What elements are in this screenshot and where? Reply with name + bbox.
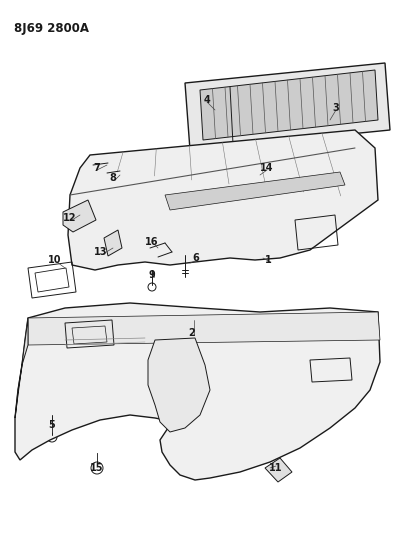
Text: 10: 10 bbox=[48, 255, 62, 265]
Text: 3: 3 bbox=[332, 103, 339, 113]
Text: 2: 2 bbox=[188, 328, 195, 338]
Text: 12: 12 bbox=[63, 213, 77, 223]
Text: 7: 7 bbox=[93, 163, 100, 173]
Circle shape bbox=[101, 170, 107, 176]
Text: 16: 16 bbox=[145, 237, 159, 247]
Polygon shape bbox=[15, 303, 380, 480]
Text: 15: 15 bbox=[90, 463, 104, 473]
Polygon shape bbox=[68, 130, 378, 270]
Text: 4: 4 bbox=[204, 95, 211, 105]
Polygon shape bbox=[185, 63, 390, 150]
Circle shape bbox=[87, 162, 93, 168]
Text: 1: 1 bbox=[265, 255, 271, 265]
Text: 14: 14 bbox=[260, 163, 274, 173]
Text: 8: 8 bbox=[109, 173, 116, 183]
Polygon shape bbox=[15, 318, 28, 418]
Polygon shape bbox=[200, 70, 378, 140]
Polygon shape bbox=[63, 200, 96, 232]
Polygon shape bbox=[28, 312, 380, 345]
Text: 5: 5 bbox=[49, 420, 55, 430]
Text: 11: 11 bbox=[269, 463, 283, 473]
Polygon shape bbox=[165, 172, 345, 210]
Polygon shape bbox=[104, 230, 122, 256]
Polygon shape bbox=[265, 458, 292, 482]
Text: 8J69 2800A: 8J69 2800A bbox=[14, 22, 89, 35]
Text: 6: 6 bbox=[192, 253, 199, 263]
Text: 13: 13 bbox=[94, 247, 108, 257]
Text: 9: 9 bbox=[149, 270, 155, 280]
Polygon shape bbox=[148, 338, 210, 432]
